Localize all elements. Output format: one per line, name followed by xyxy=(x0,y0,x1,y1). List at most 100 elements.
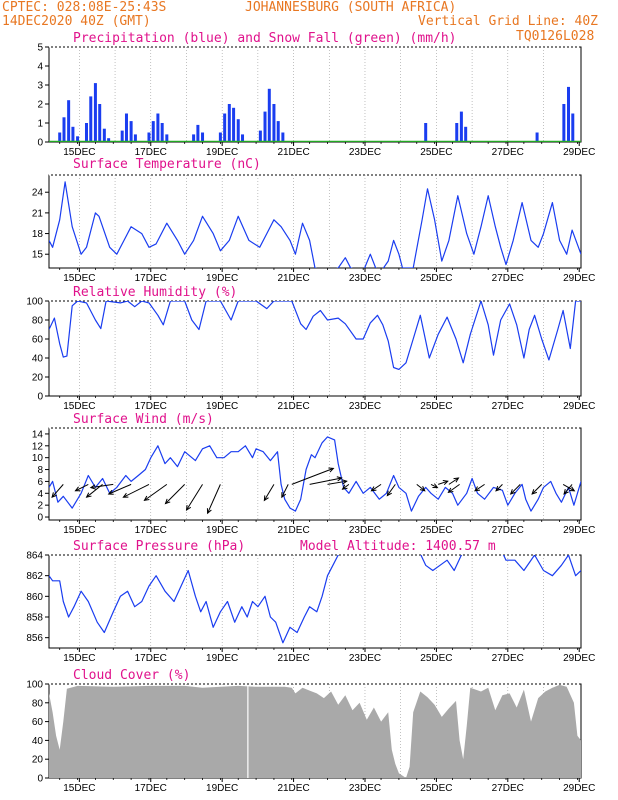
precip-bar xyxy=(276,121,280,142)
precip-bar xyxy=(459,111,463,142)
x-tick-label: 27DEC xyxy=(492,147,524,158)
precip-bar xyxy=(263,111,267,142)
header-grid-line: Vertical Grid Line: 40Z xyxy=(418,14,599,29)
x-tick-label: 29DEC xyxy=(563,653,595,664)
precip-bar xyxy=(165,134,169,142)
precip-bar xyxy=(223,113,227,142)
x-tick-label: 17DEC xyxy=(135,147,167,158)
x-tick-label: 23DEC xyxy=(349,401,381,412)
panel-plot-area xyxy=(49,181,581,268)
wind-arrow xyxy=(510,484,521,495)
wind-arrow xyxy=(75,483,89,492)
wind-arrow xyxy=(281,484,289,498)
wind-arrow-head xyxy=(419,486,426,492)
precip-bar xyxy=(258,130,262,142)
x-tick-label: 21DEC xyxy=(277,525,309,536)
wind-arrow-head xyxy=(206,508,212,515)
panel-plot-area xyxy=(49,436,581,515)
x-tick-label: 23DEC xyxy=(349,783,381,794)
wind-arrow xyxy=(108,483,132,495)
x-tick-label: 27DEC xyxy=(492,401,524,412)
panel-title: Relative Humidity (%) xyxy=(73,285,237,300)
wind-arrow-head xyxy=(107,489,114,495)
series-line xyxy=(49,181,581,268)
header-run-date: 14DEC2020 40Z (GMT) xyxy=(2,14,151,29)
x-tick-label: 21DEC xyxy=(277,401,309,412)
panel-2: 15DEC 17DEC 19DEC 21DEC 23DEC 25DEC 27DEC 29DEC… xyxy=(26,285,595,412)
precip-bar xyxy=(67,100,71,142)
series-line xyxy=(49,555,581,644)
wind-arrow-head xyxy=(386,490,392,497)
x-tick-label: 25DEC xyxy=(420,401,452,412)
precip-bar xyxy=(192,134,196,142)
wind-arrow-head xyxy=(122,492,129,498)
panel-annotation: Model Altitude: 1400.57 m xyxy=(300,539,496,554)
x-tick-label: 17DEC xyxy=(135,525,167,536)
y-tick-label: 40 xyxy=(32,354,44,365)
y-tick-label: 1 xyxy=(37,119,43,130)
precip-bar xyxy=(218,132,222,142)
panel-1: 15DEC 17DEC 19DEC 21DEC 23DEC 25DEC 27DEC 29DEC… xyxy=(32,157,595,284)
x-tick-label: 25DEC xyxy=(420,147,452,158)
wind-arrow xyxy=(448,477,459,485)
wind-arrow xyxy=(562,483,575,492)
wind-arrow xyxy=(438,480,448,485)
y-tick-label: 860 xyxy=(26,592,43,603)
x-tick-label: 15DEC xyxy=(63,147,95,158)
panel-4: 15DEC 17DEC 19DEC 21DEC 23DEC 25DEC 27DEC 29DEC… xyxy=(26,539,595,664)
precip-bar xyxy=(201,132,205,142)
y-tick-label: 2 xyxy=(37,100,43,111)
precip-bar xyxy=(129,121,133,142)
x-tick-label: 27DEC xyxy=(492,653,524,664)
precip-bar xyxy=(464,126,468,142)
precip-bar xyxy=(93,83,97,142)
precip-bar xyxy=(151,121,155,142)
x-tick-label: 19DEC xyxy=(206,525,238,536)
wind-arrow-head xyxy=(563,489,569,495)
wind-arrow xyxy=(342,483,350,490)
panel-title: Surface Temperature (nC) xyxy=(73,157,261,172)
panel-frame xyxy=(48,554,582,649)
wind-arrow xyxy=(327,480,347,485)
wind-arrow-head xyxy=(370,486,377,492)
precip-bar xyxy=(156,113,160,142)
series-line xyxy=(49,436,581,512)
y-tick-label: 2 xyxy=(37,501,43,512)
x-tick-label: 15DEC xyxy=(63,401,95,412)
x-tick-label: 27DEC xyxy=(492,783,524,794)
precip-bar xyxy=(196,124,200,142)
x-tick-label: 15DEC xyxy=(63,273,95,284)
y-tick-label: 0 xyxy=(37,138,43,149)
x-tick-label: 21DEC xyxy=(277,783,309,794)
y-tick-label: 20 xyxy=(32,755,44,766)
y-tick-label: 4 xyxy=(37,489,43,500)
wind-arrow xyxy=(207,484,221,514)
panel-title: Surface Wind (m/s) xyxy=(73,412,214,427)
x-tick-label: 29DEC xyxy=(563,273,595,284)
precip-bar xyxy=(571,113,575,142)
y-tick-label: 40 xyxy=(32,736,44,747)
wind-arrow xyxy=(474,483,485,492)
wind-arrow xyxy=(51,484,64,498)
header-model-id: TQ0126L028 xyxy=(516,29,595,44)
x-tick-label: 19DEC xyxy=(206,273,238,284)
precip-bar xyxy=(562,104,566,142)
x-tick-label: 29DEC xyxy=(563,401,595,412)
panel-title: Cloud Cover (%) xyxy=(73,668,190,683)
wind-arrow xyxy=(90,483,114,489)
y-tick-label: 10 xyxy=(32,453,44,464)
wind-arrow xyxy=(123,483,150,498)
y-tick-label: 80 xyxy=(32,316,44,327)
panel-3: 15DEC 17DEC 19DEC 21DEC 23DEC 25DEC 27DEC 29DEC… xyxy=(32,412,595,536)
x-tick-label: 15DEC xyxy=(63,783,95,794)
wind-arrow-head xyxy=(453,477,460,483)
x-tick-label: 23DEC xyxy=(349,147,381,158)
precip-bar xyxy=(455,123,459,142)
x-tick-label: 19DEC xyxy=(206,653,238,664)
precip-bar xyxy=(124,113,128,142)
y-tick-label: 5 xyxy=(37,43,43,54)
wind-arrow xyxy=(531,484,543,495)
wind-arrow-head xyxy=(509,489,516,495)
panel-plot-area xyxy=(49,684,581,778)
